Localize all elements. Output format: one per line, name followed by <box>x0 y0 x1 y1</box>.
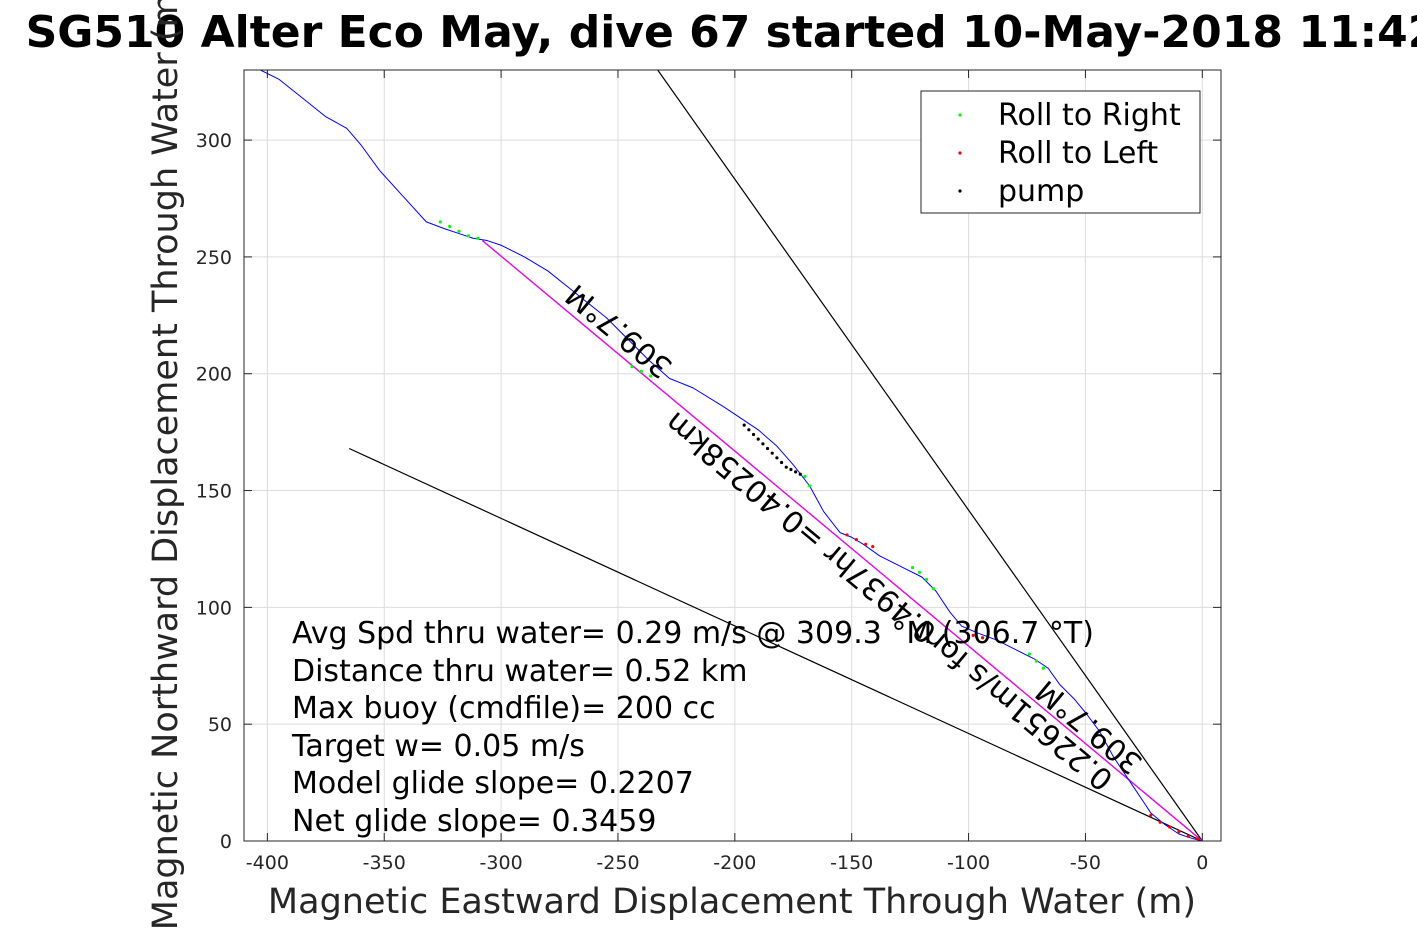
point-pump <box>765 446 770 451</box>
point-pump <box>784 465 788 469</box>
point-roll-to-left <box>1167 825 1172 829</box>
point-roll-to-right <box>931 587 936 591</box>
point-roll-to-left <box>845 533 849 537</box>
stat-line: Net glide slope= 0.3459 <box>292 804 656 839</box>
y-tick-label: 250 <box>196 247 232 269</box>
x-tick-label: -300 <box>480 852 523 874</box>
y-tick-label: 0 <box>220 831 232 853</box>
legend-box <box>920 90 1201 214</box>
legend-marker-roll-left <box>958 151 962 155</box>
ticks: -400 -350 -300 -250 -200 -150 -100 -50 0 0 50 100 15… <box>196 70 1221 874</box>
point-roll-to-left <box>864 542 868 546</box>
point-roll-to-right <box>924 577 929 581</box>
legend-marker-pump <box>958 189 962 193</box>
stat-line: Target w= 0.05 m/s <box>291 729 585 764</box>
stat-line: Max buoy (cmdfile)= 200 cc <box>292 691 716 726</box>
point-roll-to-left <box>854 538 858 542</box>
point-roll-to-left <box>1149 813 1153 817</box>
lower-bound-line <box>348 447 1203 841</box>
y-tick-label: 200 <box>196 364 232 386</box>
point-pump <box>798 472 802 476</box>
stat-line: Model glide slope= 0.2207 <box>292 766 694 801</box>
chart-title: SG510 Alter Eco May, dive 67 started 10-… <box>26 7 1417 58</box>
point-roll-to-left <box>1158 820 1162 824</box>
stat-line: Distance thru water= 0.52 km <box>292 654 747 689</box>
legend-label-roll-right: Roll to Right <box>998 98 1181 133</box>
point-pump <box>794 470 798 474</box>
point-roll-to-left <box>1196 837 1200 841</box>
point-roll-to-left <box>871 545 875 549</box>
point-roll-to-right <box>1034 659 1038 663</box>
point-pump <box>779 460 784 465</box>
point-pump <box>751 432 756 437</box>
point-pump <box>742 423 746 427</box>
point-pump <box>775 456 779 460</box>
x-tick-label: 0 <box>1196 852 1208 874</box>
point-roll-to-right <box>1041 666 1045 670</box>
stats-block: Avg Spd thru water= 0.29 m/s @ 309.3 °M … <box>291 616 1094 839</box>
x-tick-label: -150 <box>830 852 873 874</box>
roll-points <box>438 220 1200 841</box>
point-roll-to-right <box>649 374 653 378</box>
point-roll-to-left <box>1177 830 1181 834</box>
legend-marker-roll-right <box>958 113 962 117</box>
point-pump <box>770 451 774 455</box>
point-roll-to-left <box>971 633 975 638</box>
x-tick-label: -100 <box>947 852 990 874</box>
point-roll-to-right <box>808 484 812 488</box>
legend: Roll to Right Roll to Left pump <box>920 90 1201 214</box>
current-line <box>482 240 1203 841</box>
point-roll-to-left <box>980 636 985 640</box>
point-roll-to-left <box>1186 834 1190 838</box>
x-tick-label: -200 <box>713 852 756 874</box>
point-roll-to-right <box>476 236 480 240</box>
x-tick-label: -50 <box>1070 852 1101 874</box>
point-roll-to-right <box>910 566 915 570</box>
point-pump <box>789 467 793 472</box>
x-axis-label: Magnetic Eastward Displacement Through W… <box>268 882 1196 922</box>
point-roll-to-right <box>438 220 442 224</box>
point-pump <box>756 437 760 441</box>
axes-frame <box>243 69 1222 842</box>
point-roll-to-right <box>457 229 461 233</box>
x-tick-label: -400 <box>246 852 289 874</box>
point-roll-to-right <box>630 365 634 369</box>
y-axis-label: Magnetic Northward Displacement Through … <box>146 0 186 930</box>
point-roll-to-right <box>917 570 922 574</box>
reference-lines <box>348 70 1203 841</box>
point-roll-to-right <box>448 224 452 229</box>
y-tick-label: 100 <box>196 597 232 619</box>
point-roll-to-right <box>803 474 807 479</box>
point-pump <box>761 442 765 446</box>
point-roll-to-right <box>1027 652 1031 656</box>
legend-label-roll-left: Roll to Left <box>998 136 1158 171</box>
stat-line: Avg Spd thru water= 0.29 m/s @ 309.3 °M … <box>292 616 1094 651</box>
y-tick-label: 150 <box>196 481 232 503</box>
legend-label-pump: pump <box>998 174 1084 209</box>
point-pump <box>747 428 751 432</box>
upper-bound-line <box>657 70 1203 841</box>
point-roll-to-right <box>466 234 470 238</box>
y-tick-label: 50 <box>208 714 232 736</box>
x-tick-label: -350 <box>363 852 406 874</box>
point-roll-to-right <box>639 369 643 373</box>
y-tick-label: 300 <box>196 130 232 152</box>
x-tick-label: -250 <box>596 852 639 874</box>
